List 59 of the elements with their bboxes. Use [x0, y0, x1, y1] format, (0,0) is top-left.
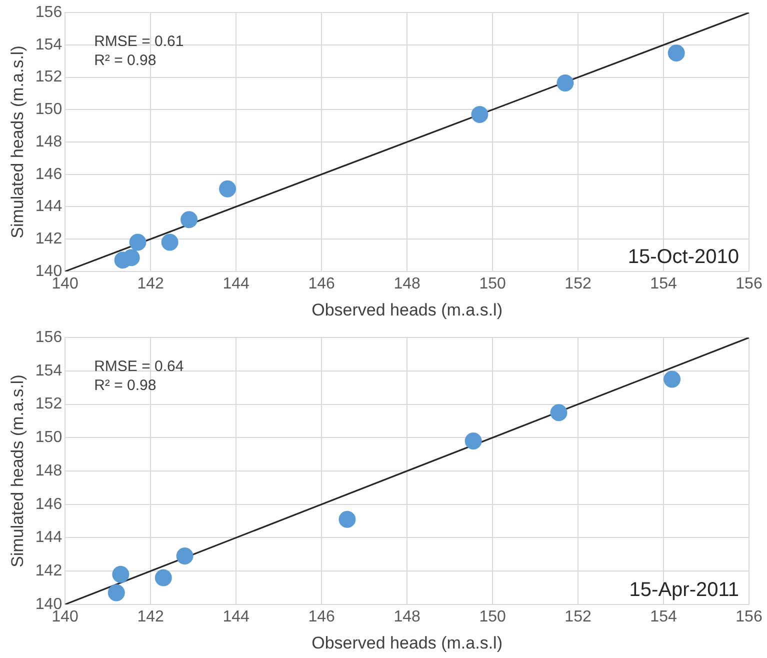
x-tick-label: 146	[308, 275, 336, 292]
y-tick-label: 148	[35, 133, 62, 150]
x-tick-label: 150	[479, 608, 506, 626]
point	[180, 211, 198, 228]
y-tick-label: 154	[35, 362, 62, 380]
x-tick-label: 152	[564, 275, 592, 292]
y-tick-label: 150	[35, 101, 62, 118]
annotation: 15-Apr-2011	[629, 578, 739, 601]
y-tick-label: 146	[35, 496, 62, 513]
x-tick-label: 144	[222, 275, 250, 292]
x-tick-label: 144	[222, 608, 250, 626]
y-tick-label: 156	[35, 329, 62, 346]
x-tick-label: 156	[736, 608, 762, 626]
y-tick-label: 144	[35, 529, 62, 546]
point	[108, 584, 125, 602]
y-tick-label: 146	[35, 166, 62, 183]
y-tick-label: 144	[35, 198, 62, 216]
x-tick-label: 148	[394, 275, 420, 292]
x-tick-label: 140	[52, 275, 79, 292]
annotation: 15-Oct-2010	[628, 246, 739, 268]
annotation: RMSE = 0.64	[94, 358, 184, 376]
x-tick-label: 140	[52, 608, 79, 626]
x-tick-label: 142	[137, 608, 164, 626]
x-tick-label: 148	[394, 608, 420, 626]
point	[668, 44, 685, 62]
point	[550, 404, 568, 422]
y-tick-label: 142	[35, 562, 62, 580]
x-tick-label: 142	[137, 275, 164, 292]
point	[112, 566, 130, 583]
point	[219, 180, 236, 198]
annotation: RMSE = 0.61	[94, 33, 184, 50]
y-tick-label: 152	[35, 68, 62, 86]
y-tick-label: 156	[35, 4, 62, 22]
point	[161, 234, 178, 251]
point	[129, 234, 146, 251]
x-tick-label: 154	[650, 275, 677, 292]
y-tick-label: 154	[35, 36, 62, 54]
x-tick-label: 152	[564, 608, 592, 626]
point	[471, 106, 488, 124]
x-tick-label: 146	[308, 608, 336, 626]
y-tick-label: 150	[35, 429, 62, 446]
point	[176, 548, 194, 565]
y-axis-title: Simulated heads (m.a.s.l)	[8, 46, 27, 238]
point	[556, 74, 574, 92]
x-tick-label: 150	[479, 275, 506, 292]
x-tick-label: 154	[650, 608, 677, 626]
point	[664, 370, 681, 388]
annotation: R² = 0.98	[94, 52, 156, 70]
point	[154, 569, 172, 586]
annotation: R² = 0.98	[94, 377, 156, 394]
x-tick-label: 156	[736, 275, 762, 292]
y-tick-label: 148	[35, 462, 62, 480]
y-axis-title: Simulated heads (m.a.s.l)	[8, 374, 27, 568]
y-tick-label: 142	[35, 230, 62, 248]
x-axis-title: Observed heads (m.a.s.l)	[312, 633, 502, 652]
point	[464, 432, 482, 450]
y-tick-label: 152	[35, 396, 62, 413]
x-axis-title: Observed heads (m.a.s.l)	[312, 300, 502, 320]
point	[338, 510, 356, 528]
